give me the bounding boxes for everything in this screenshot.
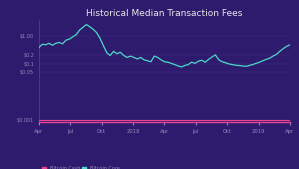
- Legend: Bitcoin Cash, Bitcoin Core: Bitcoin Cash, Bitcoin Core: [41, 166, 120, 169]
- Title: Historical Median Transaction Fees: Historical Median Transaction Fees: [86, 9, 242, 18]
